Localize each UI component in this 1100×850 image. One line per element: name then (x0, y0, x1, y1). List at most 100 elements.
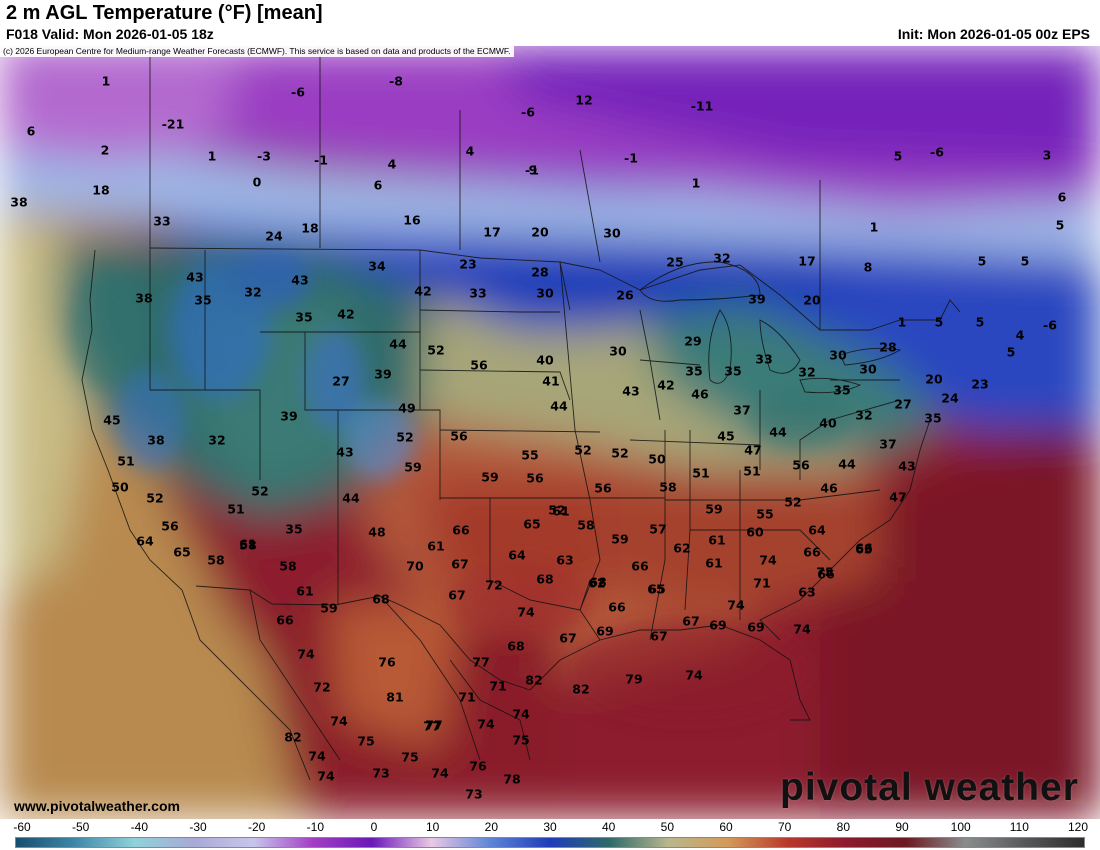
temperature-value: 52 (427, 343, 444, 358)
temperature-value: 59 (320, 601, 337, 616)
temperature-value: 69 (709, 618, 726, 633)
temperature-value: 67 (448, 588, 465, 603)
temperature-value: 76 (469, 759, 487, 774)
colorbar (15, 837, 1085, 848)
temperature-value: 33 (153, 214, 170, 229)
colorbar-tick-label: 120 (1067, 820, 1089, 834)
temperature-value: -6 (291, 85, 305, 100)
temperature-map[interactable]: 1 6 -21 2 1 -3 0 18 38 33 -6 -8 -1 4 6 4 9 -6 12 -1 -1 -11 1 5-… (0, 46, 1100, 819)
temperature-value: 67 (559, 631, 576, 646)
valid-time: F018 Valid: Mon 2026-01-05 18z (6, 26, 214, 42)
colorbar-tick-label: -50 (71, 820, 90, 834)
temperature-value: 28 (879, 340, 896, 355)
colorbar-tick-label: -30 (189, 820, 207, 834)
temperature-value: 27 (894, 397, 911, 412)
temperature-value: 67 (451, 557, 468, 572)
temperature-value: 68 (536, 572, 553, 587)
temperature-value: 75 (512, 733, 529, 748)
temperature-value: 51 (743, 464, 760, 479)
temperature-value: 6 (1058, 190, 1067, 205)
temperature-value: 66 (452, 523, 470, 538)
temperature-value: 55 (756, 507, 773, 522)
temperature-value: 58 (207, 553, 224, 568)
temperature-value: 71 (489, 679, 506, 694)
temperature-value: 61 (296, 584, 313, 599)
temperature-value: 35 (295, 310, 312, 325)
temperature-value: 74 (308, 749, 326, 764)
temperature-value: 5 (976, 315, 985, 330)
temperature-value: 27 (332, 374, 349, 389)
temperature-value: 74 (431, 766, 449, 781)
temperature-value: 37 (879, 437, 896, 452)
temperature-value: 67 (650, 629, 667, 644)
temperature-value: 35 (724, 364, 741, 379)
temperature-value: 66 (276, 613, 294, 628)
colorbar-tick-label: 60 (719, 820, 733, 834)
temperature-value: 47 (744, 443, 761, 458)
temperature-value: 20 (803, 293, 821, 308)
temperature-value: 39 (374, 367, 391, 382)
temperature-value: 17 (483, 225, 500, 240)
temperature-value: 56 (792, 458, 810, 473)
colorbar-labels: -60 -50 -40 -30 -20 -10 0 10 20 30 40 50 60 70 80 90 100… (0, 820, 1100, 836)
temperature-value: 50 (648, 452, 666, 467)
temperature-value: 72 (313, 680, 330, 695)
temperature-value: 52 (146, 491, 163, 506)
temperature-value: 75 (357, 734, 374, 749)
temperature-value: 59 (404, 460, 421, 475)
temperature-value: 68 (372, 592, 389, 607)
colorbar-tick-label: 110 (1009, 820, 1029, 834)
colorbar-tick-label: 80 (836, 820, 851, 834)
chart-title: 2 m AGL Temperature (°F) [mean] (6, 2, 323, 24)
temperature-value: 30 (829, 348, 847, 363)
brand-logo: pivotal weather (780, 766, 1079, 809)
temperature-value: 74 (759, 553, 777, 568)
temperature-value: 48 (368, 525, 385, 540)
temperature-value: 28 (531, 265, 548, 280)
temperature-value: 43 (336, 445, 353, 460)
temperature-value: 40 (536, 353, 554, 368)
temperature-value: 32 (798, 365, 815, 380)
temperature-value: 74 (517, 605, 535, 620)
temperature-value: 69 (596, 624, 613, 639)
temperature-value: 30 (603, 226, 621, 241)
temperature-value: 56 (594, 481, 612, 496)
temperature-value: 52 (396, 430, 413, 445)
temperature-value: -1 (624, 151, 638, 166)
temperature-value: 73 (372, 766, 389, 781)
temperature-value: 5 (935, 315, 944, 330)
colorbar-tick-label: 20 (484, 820, 499, 834)
temperature-value: 4 (1016, 328, 1025, 343)
website-link[interactable]: www.pivotalweather.com (14, 798, 180, 814)
temperature-value: 49 (398, 401, 415, 416)
temperature-value: 73 (465, 787, 482, 802)
temperature-value: 58 (279, 559, 296, 574)
temperature-value: 5 (894, 149, 903, 164)
temperature-value: 51 (692, 466, 709, 481)
temperature-value: 8 (864, 260, 873, 275)
colorbar-tick-label: -40 (130, 820, 148, 834)
temperature-value: 0 (253, 175, 262, 190)
temperature-value: 34 (368, 259, 386, 274)
temperature-value: 35 (924, 411, 941, 426)
temperature-value: 43 (291, 273, 308, 288)
colorbar-tick-label: 10 (425, 820, 440, 834)
temperature-value: 66 (608, 600, 626, 615)
temperature-value: 81 (386, 690, 403, 705)
boundaries (81, 46, 961, 781)
temperature-value: 23 (971, 377, 988, 392)
temperature-value: -3 (257, 149, 271, 164)
temperature-value: 52 (251, 484, 268, 499)
temperature-value: 55 (521, 448, 538, 463)
temperature-value: 56 (526, 471, 544, 486)
temperature-value: 32 (244, 285, 261, 300)
temperature-value: 52 (784, 495, 801, 510)
temperature-value: 56 (450, 429, 468, 444)
temperature-value: 20 (531, 225, 549, 240)
temperature-value: -11 (691, 99, 714, 114)
temperature-value: 18 (301, 221, 318, 236)
temperature-value: 6 (374, 178, 383, 193)
temperature-value: 1 (102, 74, 111, 89)
header-bar: 2 m AGL Temperature (°F) [mean] F018 Val… (0, 0, 1100, 46)
